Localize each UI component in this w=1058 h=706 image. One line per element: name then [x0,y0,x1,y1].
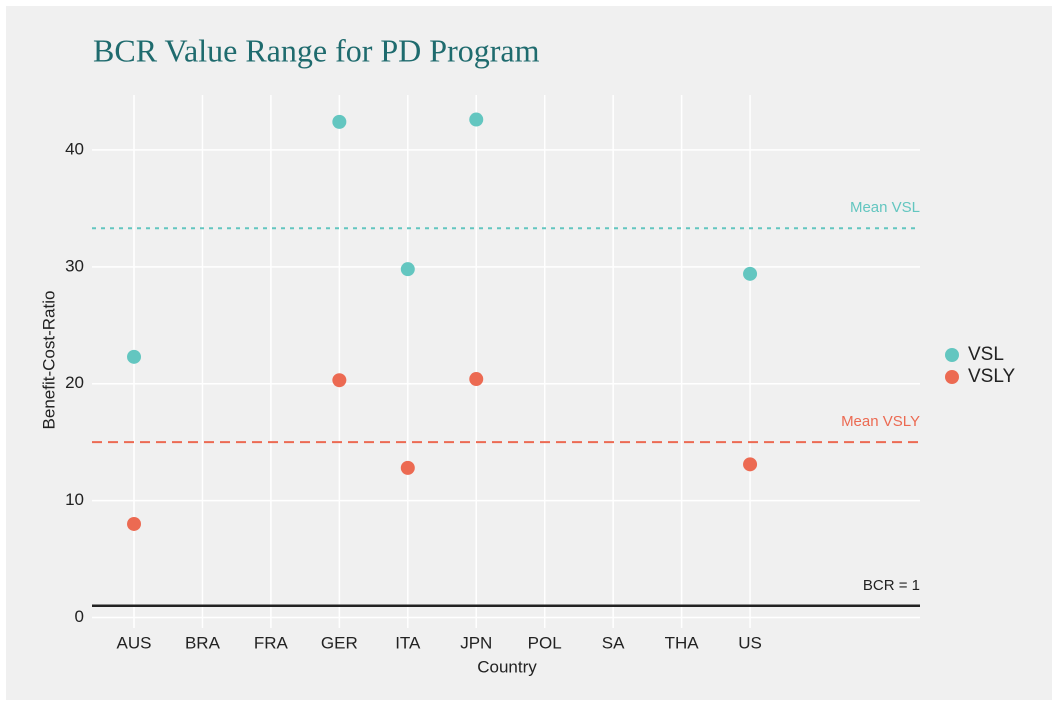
x-tick-label: US [738,633,762,652]
x-tick-label: ITA [395,633,421,652]
point [332,114,347,129]
y-axis-label: Benefit-Cost-Ratio [39,291,58,430]
y-tick-label: 0 [75,607,84,626]
x-tick-label: AUS [117,633,152,652]
x-tick-label: THA [665,633,700,652]
reference-label: Mean VSL [850,199,920,216]
x-tick-label: SA [602,633,625,652]
x-tick-label: GER [321,633,358,652]
point [469,112,484,127]
point [332,373,347,388]
legend-label: VSL [968,344,1004,365]
x-tick-label: BRA [185,633,221,652]
legend-marker [945,348,959,362]
point [469,372,484,387]
x-tick-label: POL [528,633,562,652]
reference-label: BCR = 1 [863,577,920,594]
point [400,262,415,277]
legend-label: VSLY [968,366,1016,387]
y-tick-label: 40 [65,139,84,158]
point [127,349,141,364]
x-axis-label: Country [477,657,537,676]
y-tick-label: 20 [65,373,84,392]
y-tick-label: 10 [65,490,84,509]
reference-label: Mean VSLY [841,413,920,430]
point [127,516,141,531]
y-tick-label: 30 [65,256,84,275]
chart-background [6,6,1052,700]
x-tick-label: JPN [460,633,492,652]
chart-title: BCR Value Range for PD Program [93,32,540,68]
point [400,460,415,475]
point [743,457,758,472]
x-tick-label: FRA [254,633,289,652]
point [743,266,758,281]
legend-marker [945,370,959,384]
